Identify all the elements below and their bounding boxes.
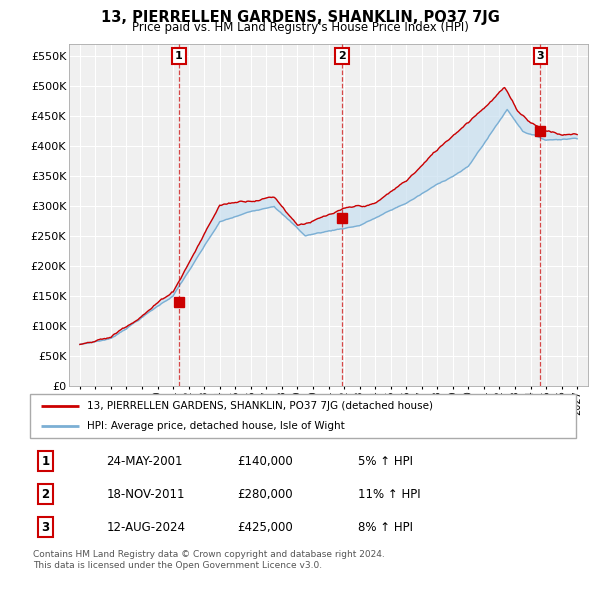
Text: 5% ↑ HPI: 5% ↑ HPI — [358, 454, 413, 468]
Text: 2: 2 — [338, 51, 346, 61]
Text: 3: 3 — [536, 51, 544, 61]
Text: 13, PIERRELLEN GARDENS, SHANKLIN, PO37 7JG: 13, PIERRELLEN GARDENS, SHANKLIN, PO37 7… — [101, 10, 499, 25]
Text: 2: 2 — [41, 487, 49, 501]
Text: 8% ↑ HPI: 8% ↑ HPI — [358, 520, 413, 534]
Text: Contains HM Land Registry data © Crown copyright and database right 2024.: Contains HM Land Registry data © Crown c… — [33, 550, 385, 559]
Text: 13, PIERRELLEN GARDENS, SHANKLIN, PO37 7JG (detached house): 13, PIERRELLEN GARDENS, SHANKLIN, PO37 7… — [88, 401, 433, 411]
Text: Price paid vs. HM Land Registry's House Price Index (HPI): Price paid vs. HM Land Registry's House … — [131, 21, 469, 34]
Text: £140,000: £140,000 — [238, 454, 293, 468]
Text: This data is licensed under the Open Government Licence v3.0.: This data is licensed under the Open Gov… — [33, 560, 322, 569]
Text: 24-MAY-2001: 24-MAY-2001 — [106, 454, 183, 468]
Text: 11% ↑ HPI: 11% ↑ HPI — [358, 487, 420, 501]
Text: 18-NOV-2011: 18-NOV-2011 — [106, 487, 185, 501]
Text: 1: 1 — [41, 454, 49, 468]
Text: 3: 3 — [41, 520, 49, 534]
Text: HPI: Average price, detached house, Isle of Wight: HPI: Average price, detached house, Isle… — [88, 421, 345, 431]
Text: 1: 1 — [175, 51, 183, 61]
Text: £280,000: £280,000 — [238, 487, 293, 501]
Text: £425,000: £425,000 — [238, 520, 293, 534]
Text: 12-AUG-2024: 12-AUG-2024 — [106, 520, 185, 534]
